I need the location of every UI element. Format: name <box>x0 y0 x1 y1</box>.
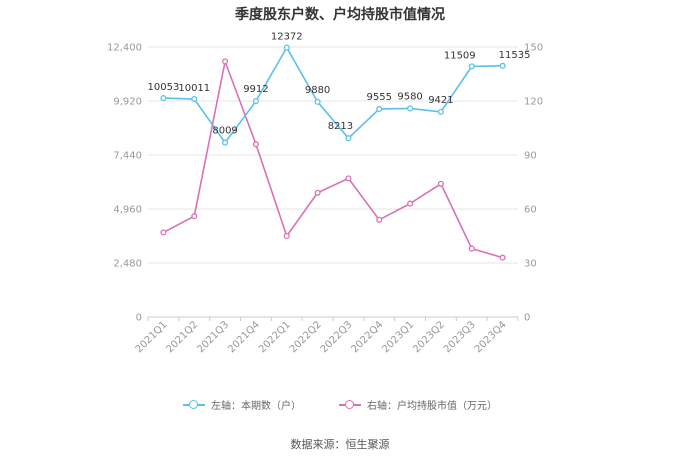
data-label-left: 10011 <box>178 83 210 94</box>
data-label-left: 10053 <box>148 82 180 93</box>
data-point-left <box>437 108 444 115</box>
data-label-left: 9912 <box>243 84 268 95</box>
data-point-left <box>283 44 290 51</box>
data-label-left: 11509 <box>444 50 476 61</box>
data-point-left <box>499 62 506 69</box>
data-point-right <box>222 58 229 65</box>
data-point-left <box>160 95 167 102</box>
right-axis-tick-label: 90 <box>524 151 537 162</box>
right-axis-tick-label: 30 <box>524 259 537 270</box>
data-label-left: 9421 <box>428 95 453 106</box>
series-line-left <box>163 45 503 144</box>
data-point-right <box>468 245 475 252</box>
data-label-left: 9555 <box>367 92 392 103</box>
data-point-right <box>252 141 259 148</box>
data-label-left: 12372 <box>271 32 303 43</box>
x-axis-tick-label: 2021Q3 <box>195 319 231 355</box>
data-label-left: 8213 <box>328 121 353 132</box>
data-point-left <box>314 98 321 105</box>
right-axis-tick-label: 150 <box>524 43 543 54</box>
legend-item-left[interactable]: 左轴：本期数（户） <box>183 397 301 412</box>
data-point-right <box>314 189 321 196</box>
data-point-left <box>345 135 352 142</box>
data-label-left: 8009 <box>212 126 237 137</box>
legend-swatch-left <box>183 399 205 411</box>
x-axis-tick-label: 2021Q2 <box>165 319 201 355</box>
right-axis-tick-label: 120 <box>524 97 543 108</box>
x-axis-tick-label: 2022Q1 <box>257 319 293 355</box>
x-axis-tick-label: 2023Q2 <box>411 319 447 355</box>
data-point-left <box>376 105 383 112</box>
data-point-right <box>499 254 506 261</box>
chart-title: 季度股东户数、户均持股市值情况 <box>235 7 445 23</box>
data-point-left <box>407 105 414 112</box>
data-label-left: 9880 <box>305 85 330 96</box>
data-point-right <box>407 200 414 207</box>
series-line-right <box>163 58 503 259</box>
x-axis-tick-label: 2023Q3 <box>442 319 478 355</box>
data-point-left <box>252 98 259 105</box>
x-axis-tick-label: 2022Q3 <box>319 319 355 355</box>
data-point-left <box>468 63 475 70</box>
data-point-right <box>376 216 383 223</box>
x-axis-tick-label: 2022Q2 <box>288 319 324 355</box>
x-axis-tick-label: 2021Q4 <box>226 319 262 355</box>
data-point-right <box>160 229 167 236</box>
data-point-left <box>191 95 198 103</box>
legend-swatch-right <box>339 399 361 411</box>
left-axis-tick-label: 4,960 <box>113 205 142 216</box>
data-point-right <box>283 232 290 240</box>
data-source-note: 数据来源：恒生聚源 <box>290 438 390 451</box>
x-axis-tick-label: 2023Q4 <box>473 319 509 355</box>
x-axis-tick-label: 2023Q1 <box>380 319 416 355</box>
x-axis-tick-label: 2021Q1 <box>134 319 170 355</box>
right-axis-tick-label: 60 <box>524 205 537 216</box>
data-point-left <box>222 139 229 146</box>
right-axis-tick-label: 0 <box>524 313 530 324</box>
data-label-left: 11535 <box>499 50 531 61</box>
left-axis-tick-label: 9,920 <box>113 97 142 108</box>
left-axis-tick-label: 2,480 <box>113 259 142 270</box>
x-axis-tick-label: 2022Q4 <box>350 319 386 355</box>
left-axis-tick-label: 0 <box>136 313 142 324</box>
data-label-left: 9580 <box>397 91 422 102</box>
left-axis-tick-label: 12,400 <box>107 43 142 54</box>
data-point-right <box>345 175 352 182</box>
legend-label-right: 右轴：户均持股市值（万元） <box>367 401 497 412</box>
data-point-right <box>437 180 444 187</box>
legend-item-right[interactable]: 右轴：户均持股市值（万元） <box>339 397 497 412</box>
left-axis-tick-label: 7,440 <box>113 151 142 162</box>
legend: 左轴：本期数（户） 右轴：户均持股市值（万元） <box>0 397 680 412</box>
legend-label-left: 左轴：本期数（户） <box>211 401 301 412</box>
data-point-right <box>191 213 198 220</box>
